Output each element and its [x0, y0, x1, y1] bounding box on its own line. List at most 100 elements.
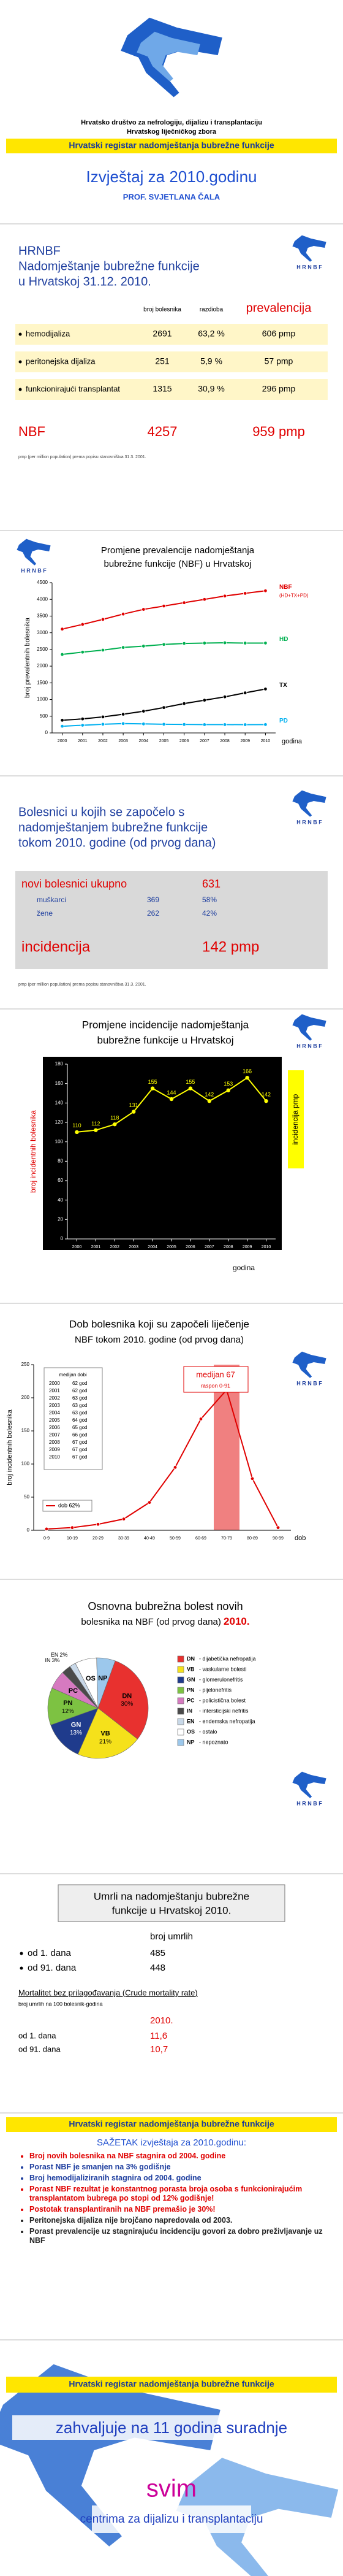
- x-tick-label: 2007: [205, 1245, 214, 1249]
- x-tick-label: 2003: [118, 739, 128, 743]
- logo-text: H R N B F: [296, 819, 322, 825]
- bullet: Peritonejska dijaliza nije brojčano napr…: [29, 2216, 325, 2225]
- x-axis-label: godina: [233, 1263, 255, 1272]
- x-tick-label: 2002: [98, 739, 108, 743]
- centers: centrima za dijalizu i transplantaciju: [80, 2513, 263, 2526]
- chart-title: bolesnika na NBF (od prvog dana): [81, 1617, 221, 1627]
- x-tick-label: 2001: [91, 1245, 101, 1249]
- chart-title-year: 2010.: [224, 1616, 250, 1627]
- x-tick-label: 2006: [179, 739, 189, 743]
- y-axis-label: broj prevalentnih bolesnika: [24, 617, 31, 698]
- section-title: Umrli na nadomještanju bubrežne: [94, 1890, 249, 1902]
- point: [60, 724, 64, 729]
- point: [121, 712, 126, 716]
- author: PROF. SVJETLANA ČALA: [123, 192, 221, 201]
- pie-slice: [47, 1687, 99, 1725]
- series-label: TX: [279, 682, 287, 689]
- cell: 11,6: [150, 2031, 167, 2041]
- cell: 30,9 %: [198, 384, 225, 394]
- row-label: od 91. dana: [28, 1963, 77, 1973]
- section-title: Bolesnici u kojih se započelo s: [18, 805, 184, 819]
- x-tick-label: 2001: [78, 739, 88, 743]
- section-title: u Hrvatskoj 31.12. 2010.: [18, 275, 151, 288]
- bullet: [20, 1952, 23, 1955]
- legend-label: - vaskularne bolesti: [199, 1666, 247, 1672]
- y-tick-label: 100: [55, 1139, 64, 1144]
- slice-label: PN: [63, 1700, 72, 1707]
- cell: 1315: [153, 384, 172, 394]
- data-label: 142: [205, 1092, 214, 1098]
- total-value: 4257: [148, 424, 178, 439]
- y-tick-label: 180: [55, 1061, 64, 1067]
- data-label: 155: [186, 1079, 195, 1085]
- y-tick-label: 40: [58, 1197, 63, 1203]
- x-tick-label: 2008: [220, 739, 230, 743]
- y-tick-label: 0: [61, 1236, 64, 1241]
- annotation: medijan 67: [196, 1370, 235, 1379]
- column-header: razdioba: [200, 307, 224, 313]
- legend-swatch: [177, 1676, 184, 1684]
- y2-label-box: [288, 1070, 304, 1168]
- inset-cell: 2007: [49, 1432, 60, 1438]
- inset-cell: 67 god: [72, 1454, 87, 1460]
- rate-unit: broj umrlih na 100 bolesnik-godina: [18, 2001, 103, 2007]
- total-value: 959 pmp: [252, 424, 305, 439]
- banner-text: Hrvatski registar nadomještanja bubrežne…: [69, 2119, 274, 2129]
- point: [182, 600, 186, 605]
- y-axis-label: broj incidentnih bolesnika: [6, 1409, 13, 1485]
- point: [147, 1500, 152, 1505]
- logo-map: [17, 539, 51, 565]
- total-label: NBF: [18, 424, 45, 439]
- inset-cell: 63 god: [72, 1410, 87, 1416]
- point: [263, 641, 268, 645]
- y-tick-label: 120: [55, 1119, 64, 1125]
- series-line: [62, 688, 266, 721]
- x-tick-label: 2008: [224, 1245, 233, 1249]
- legend-label: - pijelonefritis: [199, 1687, 232, 1693]
- y-tick-label: 60: [58, 1178, 63, 1183]
- section-title: tokom 2010. godine (od prvog dana): [18, 836, 216, 849]
- y-tick-label: 2500: [37, 646, 48, 652]
- row-label: funkcionirajući transplantat: [26, 384, 120, 393]
- chart-title: Promjene prevalencije nadomještanja: [101, 545, 255, 556]
- inset-cell: 2003: [49, 1403, 60, 1408]
- chart-title: Promjene incidencije nadomještanja: [82, 1019, 249, 1030]
- data-label: 110: [72, 1122, 81, 1129]
- point: [100, 715, 105, 719]
- cell: 57 pmp: [265, 356, 293, 366]
- point: [243, 723, 247, 727]
- inset-cell: 2010: [49, 1454, 60, 1460]
- slice-label: EN: [51, 1652, 59, 1658]
- point: [202, 698, 207, 702]
- point: [141, 722, 146, 726]
- x-tick-label: 2005: [167, 1245, 176, 1249]
- cell: 262: [147, 909, 159, 918]
- point: [121, 721, 126, 726]
- x-tick-label: 70-79: [221, 1536, 232, 1541]
- banner-text: Hrvatski registar nadomještanja bubrežne…: [69, 140, 274, 150]
- inset-cell: 66 god: [72, 1432, 87, 1438]
- cell: 296 pmp: [262, 384, 296, 394]
- pie-slice: [50, 1708, 99, 1755]
- report-title: Izvještaj za 2010.godinu: [86, 167, 257, 186]
- bullet: Porast NBF je smanjen na 3% godišnje: [29, 2163, 325, 2172]
- section-title: nadomještanjem bubrežne funkcije: [18, 821, 208, 834]
- legend-swatch: [177, 1739, 184, 1746]
- legend-code: PN: [187, 1687, 195, 1693]
- inset-cell: 63 god: [72, 1395, 87, 1401]
- point: [162, 722, 166, 727]
- cell: 63,2 %: [198, 329, 225, 339]
- x-tick-label: 90-99: [273, 1536, 284, 1541]
- point: [276, 1525, 281, 1530]
- legend-code: GN: [187, 1676, 195, 1682]
- point: [263, 589, 268, 593]
- inset-cell: 62 god: [72, 1388, 87, 1393]
- column-header: prevalencija: [246, 301, 312, 315]
- legend-code: IN: [187, 1708, 192, 1714]
- x-tick-label: 0-9: [43, 1536, 50, 1541]
- legend-swatch: [177, 1708, 184, 1715]
- map-logo: [121, 17, 222, 98]
- legend-swatch: [177, 1666, 184, 1673]
- logo-text: H R N B F: [296, 1380, 322, 1386]
- legend-label: - endemska nefropatija: [199, 1718, 255, 1724]
